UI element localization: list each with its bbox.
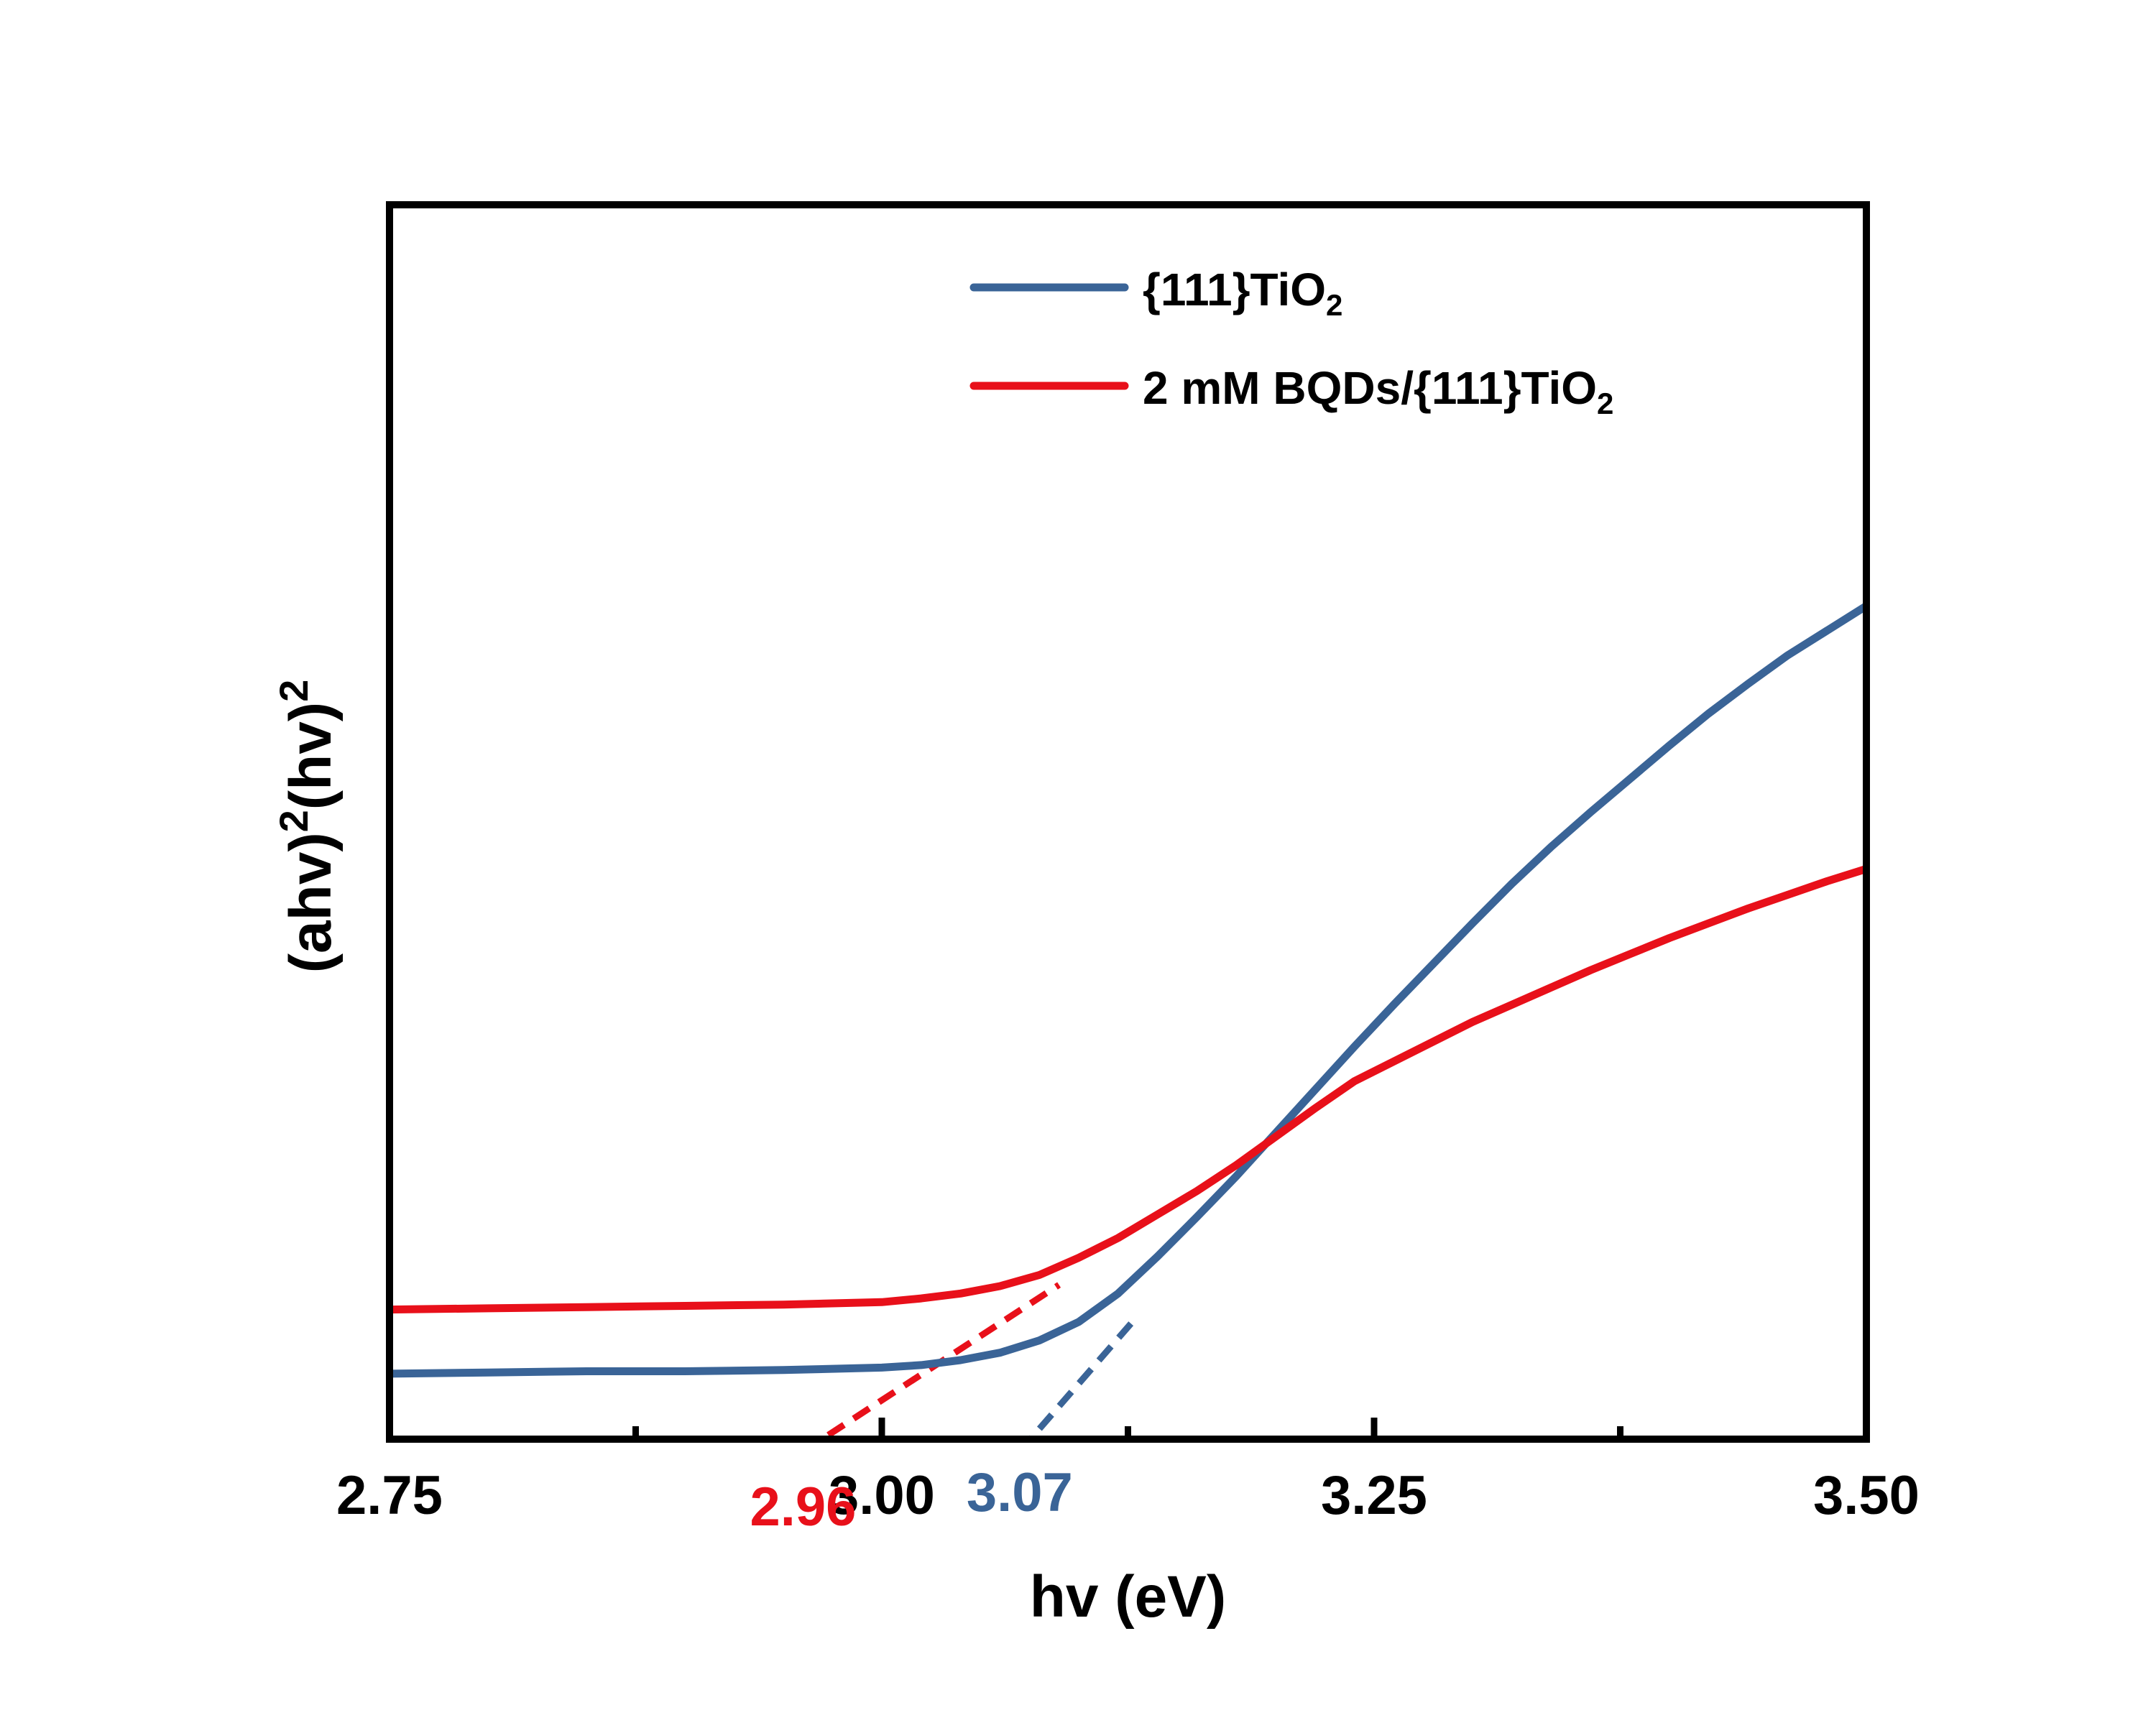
plot-frame — [386, 201, 1870, 1443]
y-axis-title: (ahv)2(hv)2 — [271, 680, 344, 974]
tangent-line-1 — [816, 1282, 1061, 1439]
x-tick-label-0: 2.75 — [336, 1465, 443, 1526]
annotations: 2.96 3.07 — [750, 1462, 1072, 1538]
legend-label-0-main: {111}TiO — [1143, 264, 1326, 315]
x-tick-label-1: 3.00 — [829, 1465, 935, 1526]
y-axis-title-superscript-2: 2 — [271, 680, 316, 702]
legend-label-0-subscript: 2 — [1326, 288, 1342, 322]
annotation-1: 3.07 — [967, 1462, 1073, 1523]
data-layer — [390, 601, 1866, 1439]
x-axis: 2.75 3.00 3.25 3.50 — [336, 1418, 1920, 1526]
y-axis-title-part-1: (ahv) — [278, 832, 344, 973]
x-axis-title: hv (eV) — [1030, 1564, 1226, 1630]
tangent-line-0 — [1026, 1313, 1141, 1439]
legend-label-0: {111}TiO2 — [1143, 264, 1342, 322]
x-tick-label-3: 3.50 — [1813, 1465, 1920, 1526]
series-line-0 — [390, 601, 1866, 1378]
series-line-1 — [390, 864, 1866, 1314]
legend: {111}TiO2 2 mM BQDs/{111}TiO2 — [969, 264, 1613, 420]
x-tick-label-2: 3.25 — [1321, 1465, 1427, 1526]
y-axis-title-superscript-1: 2 — [271, 810, 316, 832]
y-axis-title-part-2: (hv) — [278, 702, 344, 810]
legend-label-1-main: 2 mM BQDs/{111}TiO — [1143, 362, 1597, 414]
annotation-0: 2.96 — [750, 1477, 856, 1538]
legend-label-1: 2 mM BQDs/{111}TiO2 — [1143, 362, 1613, 420]
legend-label-1-subscript: 2 — [1597, 387, 1613, 420]
